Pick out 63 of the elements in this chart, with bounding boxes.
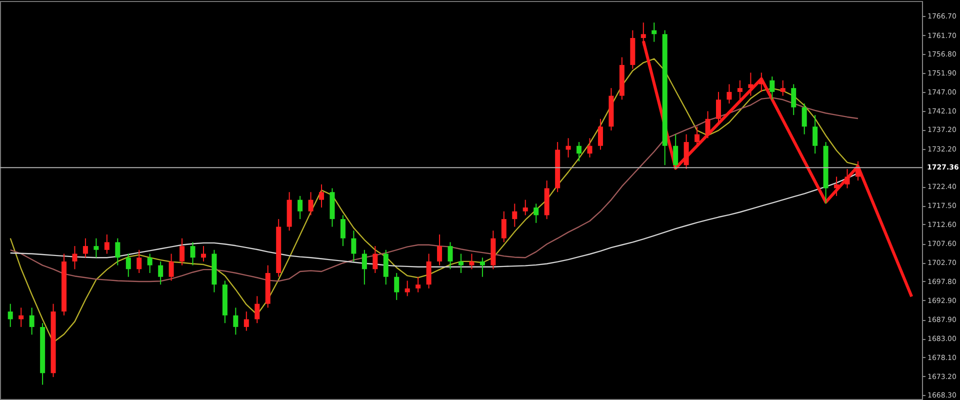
candlestick [652, 22, 657, 42]
candlestick [126, 253, 131, 278]
candlestick [855, 160, 860, 182]
candlestick [308, 192, 314, 216]
candlestick [737, 80, 742, 100]
candlestick [233, 307, 238, 336]
candlestick [512, 203, 518, 228]
candlestick [598, 118, 603, 150]
candlestick [501, 210, 506, 243]
candlestick [705, 110, 710, 139]
candlestick [82, 238, 88, 258]
candlestick [576, 142, 582, 162]
candlestick [534, 203, 539, 224]
candlestick [522, 199, 528, 216]
candlestick [136, 249, 142, 274]
candlestick [244, 311, 249, 332]
candlestick [770, 76, 775, 100]
candlestick [8, 303, 13, 328]
candlestick [812, 114, 818, 154]
candlestick [94, 238, 99, 258]
candlestick [426, 253, 432, 289]
candlestick [319, 184, 324, 208]
candlestick [115, 238, 120, 266]
candlestick [834, 176, 840, 196]
candlestick [362, 249, 367, 286]
candlestick [351, 230, 356, 262]
candlestick [469, 253, 474, 270]
candlestick [758, 72, 764, 92]
candlestick [802, 102, 807, 135]
candlestick [566, 138, 571, 158]
candlestick [29, 307, 34, 336]
candlestick [394, 272, 400, 300]
candlestick [780, 80, 786, 96]
line-series [10, 58, 859, 343]
candlestick [254, 296, 260, 324]
candlestick [437, 234, 442, 266]
candlestick [298, 195, 303, 220]
candlestick [104, 234, 110, 254]
candlestick [684, 134, 689, 170]
candlestick [448, 242, 453, 270]
candlestick [372, 246, 378, 274]
candlestick [716, 91, 722, 124]
candlestick [791, 84, 796, 116]
candlestick [147, 253, 152, 274]
candlestick [726, 84, 732, 104]
candlestick [480, 257, 485, 278]
candlestick [458, 253, 464, 274]
candlestick [416, 276, 421, 293]
candlestick [340, 214, 346, 247]
candlestick [587, 138, 592, 158]
candlestick [72, 246, 78, 270]
candlestick [748, 72, 754, 96]
candlestick [168, 253, 174, 282]
candlestick [158, 260, 164, 286]
candlestick [673, 134, 678, 170]
candlestick [180, 238, 185, 266]
candlestick [200, 246, 206, 262]
candlestick [404, 280, 410, 297]
candlestick [18, 307, 24, 328]
candlestick [694, 126, 700, 146]
candlestick [844, 168, 850, 189]
candlestick [190, 242, 196, 266]
candlestick [383, 249, 388, 286]
